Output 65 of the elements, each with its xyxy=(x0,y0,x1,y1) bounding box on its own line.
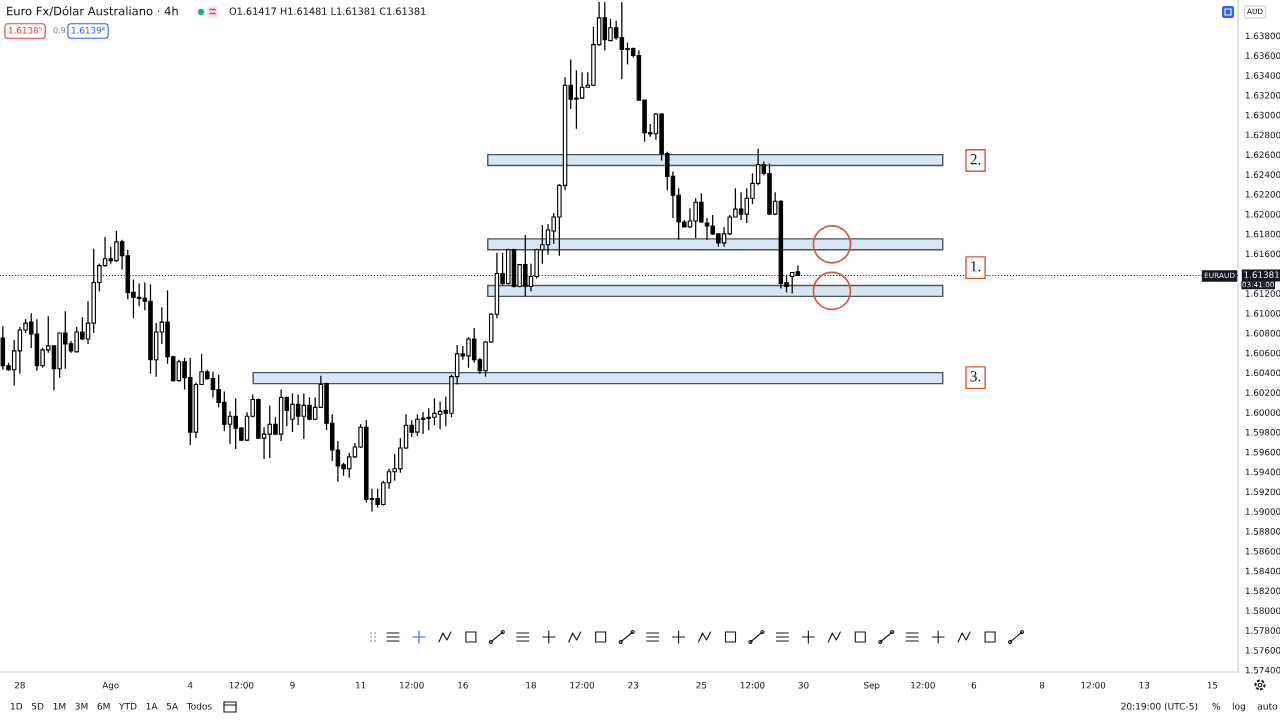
x-tick-label: 12:00 xyxy=(740,681,765,689)
y-tick-label: 1.59200 xyxy=(1245,488,1280,496)
y-tick-label: 1.62200 xyxy=(1245,191,1280,198)
annotation: 3. xyxy=(970,371,981,382)
text: O1.61417 H1.61481 L1.61381 C1.61381 xyxy=(229,7,426,15)
y-tick-label: 1.57600 xyxy=(1245,647,1280,654)
y-tick-label: 1.61200 xyxy=(1245,290,1280,297)
text: % log auto xyxy=(1212,702,1278,712)
y-tick-label: 1.62000 xyxy=(1245,210,1280,218)
y-tick-label: 1.60800 xyxy=(1245,329,1280,337)
y-tick-label: 1.59600 xyxy=(1245,448,1280,456)
y-tick-label: 1.60600 xyxy=(1245,349,1280,357)
y-tick-label: 1.58600 xyxy=(1245,547,1280,555)
annotation: 0.9 xyxy=(53,27,66,34)
x-tick-label: 12:00 xyxy=(911,681,935,689)
y-tick-label: 1.62800 xyxy=(1245,131,1280,139)
y-tick-label: 1.57800 xyxy=(1245,627,1280,634)
y-tick-label: 1.63600 xyxy=(1245,52,1280,59)
x-tick-label: 16 xyxy=(458,681,468,689)
y-tick-label: 1.61600 xyxy=(1245,250,1280,258)
y-tick-label: 1.58200 xyxy=(1245,587,1280,595)
y-tick-label: 1.58400 xyxy=(1245,567,1280,575)
x-tick-label: 8 xyxy=(1039,681,1045,689)
y-tick-label: 1.63200 xyxy=(1245,91,1280,99)
x-tick-label: 6 xyxy=(971,681,977,689)
x-tick-label: 4 xyxy=(187,681,193,689)
ref-line-label: 1.61381 xyxy=(1244,271,1279,278)
y-tick-label: 1.63000 xyxy=(1245,111,1280,119)
chart-title: Euro Fx/Dólar Australiano · 4h xyxy=(7,5,178,17)
annotation: 1.6138⁵ xyxy=(8,26,42,34)
x-tick-label: 30 xyxy=(798,681,809,689)
x-tick-label: Ago xyxy=(102,681,119,691)
x-tick-label: 12:00 xyxy=(570,681,595,689)
x-tick-label: 12:00 xyxy=(400,681,424,689)
text: 1D 5D 1M 3M 6M YTD 1A 5A Todos xyxy=(10,702,212,710)
x-tick-label: 28 xyxy=(14,681,25,689)
x-tick-label: Sep xyxy=(864,681,880,691)
annotation: 1.6139⁴ xyxy=(71,26,105,34)
y-tick-label: 1.59000 xyxy=(1245,508,1280,515)
y-tick-label: 1.60400 xyxy=(1245,369,1280,377)
y-tick-label: 1.58800 xyxy=(1245,528,1280,535)
x-tick-label: 12:00 xyxy=(229,681,254,689)
y-tick-label: 1.62400 xyxy=(1245,171,1280,178)
y-tick-label: 1.59400 xyxy=(1245,468,1280,476)
y-tick-label: 1.59800 xyxy=(1245,428,1280,436)
y-tick-label: 1.60200 xyxy=(1245,389,1280,396)
x-tick-label: 9 xyxy=(290,681,295,689)
y-tick-label: 1.62600 xyxy=(1245,151,1280,159)
y-tick-label: 1.61000 xyxy=(1245,310,1280,317)
y-tick-label: 1.63400 xyxy=(1245,72,1280,79)
y-tick-label: 1.57400 xyxy=(1245,666,1280,674)
y-tick-label: 1.60000 xyxy=(1245,409,1280,416)
y-tick-label: 1.58000 xyxy=(1245,607,1280,614)
x-tick-label: 13 xyxy=(1139,681,1150,689)
x-tick-label: 15 xyxy=(1207,681,1218,689)
x-tick-label: 11 xyxy=(356,681,366,689)
x-tick-label: 18 xyxy=(526,681,536,689)
annotation: 2. xyxy=(970,154,981,165)
text: 20:19:00 (UTC-5) xyxy=(1121,702,1198,711)
y-tick-label: 1.61800 xyxy=(1245,230,1280,238)
x-tick-label: 23 xyxy=(628,681,639,689)
y-tick-label: 1.63800 xyxy=(1245,32,1280,40)
x-tick-label: 25 xyxy=(696,681,707,689)
x-tick-label: 12:00 xyxy=(1081,681,1106,689)
annotation: 1. xyxy=(971,261,981,272)
